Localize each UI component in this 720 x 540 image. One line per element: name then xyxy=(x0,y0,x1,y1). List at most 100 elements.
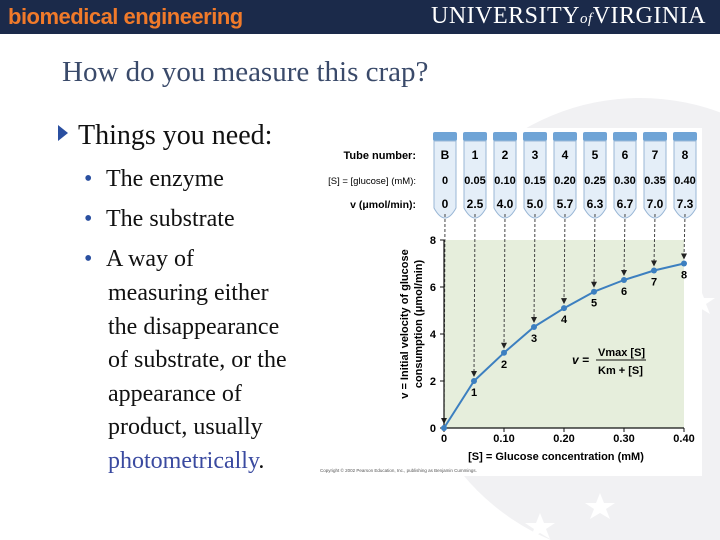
tube-body xyxy=(523,140,547,219)
velocity-value: 4.0 xyxy=(497,197,514,211)
sub-bullet-method: • A way of xyxy=(84,246,194,272)
tube-cap xyxy=(493,132,517,141)
guide-arrow xyxy=(501,213,507,349)
arrow-bullet-icon xyxy=(58,125,68,141)
svg-text:Vmax [S]: Vmax [S] xyxy=(598,347,645,359)
data-point xyxy=(471,378,477,384)
y-tick-label: 4 xyxy=(430,329,437,341)
tube-cap xyxy=(613,132,637,141)
tube-cap xyxy=(583,132,607,141)
michaelis-menten-equation: v = Vmax [S] Km + [S] xyxy=(572,347,646,377)
point-label: 1 xyxy=(471,387,477,399)
point-label: 2 xyxy=(501,359,507,371)
substrate-row-label: [S] = [glucose] (mM): xyxy=(328,176,416,187)
data-point xyxy=(501,349,507,356)
tube-cap xyxy=(673,132,697,141)
velocity-value: 5.0 xyxy=(527,197,544,211)
guide-arrow xyxy=(531,213,537,323)
test-tube xyxy=(493,132,517,219)
tube-number: 1 xyxy=(472,148,479,162)
guide-arrow xyxy=(651,213,657,267)
data-point xyxy=(561,305,567,312)
copyright-notice: Copyright © 2002 Pearson Education, Inc.… xyxy=(320,467,477,473)
velocity-value: 5.7 xyxy=(557,197,574,211)
x-tick-label: 0.30 xyxy=(613,433,634,445)
chart-svg: Tube number: [S] = [glucose] (mM): v (μm… xyxy=(320,132,697,473)
sub-bullet-enzyme: • The enzyme xyxy=(84,166,224,192)
plot-area xyxy=(444,240,684,428)
tube-cap xyxy=(553,132,577,141)
main-bullet: Things you need: xyxy=(58,120,272,152)
tube-body xyxy=(553,140,577,219)
tube-number: B xyxy=(441,148,450,162)
department-logo: biomedical engineering xyxy=(8,4,243,29)
tube-body xyxy=(583,140,607,219)
test-tube xyxy=(613,132,637,219)
velocity-row-label: v (μmol/min): xyxy=(350,199,416,211)
x-tick-label: 0 xyxy=(441,433,447,445)
header-bar: biomedical engineering UNIVERSITYofVIRGI… xyxy=(0,0,720,34)
point-label: 5 xyxy=(591,298,597,310)
test-tube xyxy=(433,132,457,219)
y-tick-label: 0 xyxy=(430,423,436,435)
text-line: measuring either xyxy=(108,280,269,306)
guide-arrow xyxy=(471,213,477,377)
y-axis-label-line1: v = Initial velocity of glucose xyxy=(399,249,411,398)
tube-body xyxy=(433,140,457,219)
substrate-value: 0.40 xyxy=(674,175,695,187)
x-tick-label: 0.10 xyxy=(493,433,514,445)
velocity-value: 6.3 xyxy=(587,197,604,211)
tube-cap xyxy=(643,132,667,141)
tube-cap xyxy=(433,132,457,141)
point-label: 4 xyxy=(561,314,568,326)
tube-number: 6 xyxy=(622,148,629,162)
velocity-value: 0 xyxy=(442,197,449,211)
tube-cap xyxy=(463,132,487,141)
tube-cap xyxy=(523,132,547,141)
text-line: appearance of xyxy=(108,380,242,407)
point-label: 7 xyxy=(651,277,657,289)
university-logo: UNIVERSITYofVIRGINIA xyxy=(431,3,706,29)
test-tube xyxy=(523,132,547,219)
substrate-value: 0.30 xyxy=(614,175,635,187)
slide-title: How do you measure this crap? xyxy=(62,56,429,88)
point-label: 6 xyxy=(621,286,627,298)
velocity-value: 7.3 xyxy=(677,197,694,211)
test-tube xyxy=(643,132,667,219)
tube-body xyxy=(493,140,517,219)
bullet-dot-icon: • xyxy=(84,246,93,272)
substrate-value: 0 xyxy=(442,175,448,187)
velocity-value: 2.5 xyxy=(467,197,484,211)
tube-row-label: Tube number: xyxy=(343,150,416,162)
substrate-value: 0.35 xyxy=(644,175,665,187)
guide-arrow xyxy=(681,213,687,260)
tube-number: 4 xyxy=(562,148,569,162)
data-point xyxy=(591,288,597,295)
test-tube xyxy=(553,132,577,219)
y-tick-label: 2 xyxy=(430,376,436,388)
tube-body xyxy=(463,140,487,219)
guide-arrow xyxy=(621,213,627,276)
bullet-dot-icon: • xyxy=(84,166,93,192)
data-point xyxy=(621,276,627,283)
substrate-value: 0.10 xyxy=(494,175,515,187)
test-tube xyxy=(673,132,697,219)
point-label: 8 xyxy=(681,270,687,282)
text-line: product, usually xyxy=(108,414,263,440)
y-tick-label: 8 xyxy=(430,235,436,247)
tube-number: 3 xyxy=(532,148,539,162)
tube-number: 2 xyxy=(502,148,509,162)
text-line: of substrate, or the xyxy=(108,347,287,373)
svg-text:v =: v = xyxy=(572,353,589,367)
point-label: 3 xyxy=(531,333,537,345)
substrate-value: 0.15 xyxy=(524,175,545,187)
guide-arrow xyxy=(591,213,597,288)
text-line: the disappearance xyxy=(108,313,280,340)
y-axis-label-line2: consumption (μmol/min) xyxy=(413,260,425,389)
substrate-value: 0.20 xyxy=(554,175,575,187)
tube-body xyxy=(673,140,697,219)
substrate-value: 0.25 xyxy=(584,175,605,187)
data-point xyxy=(681,260,687,267)
test-tube xyxy=(583,132,607,219)
tube-number: 8 xyxy=(682,148,689,162)
